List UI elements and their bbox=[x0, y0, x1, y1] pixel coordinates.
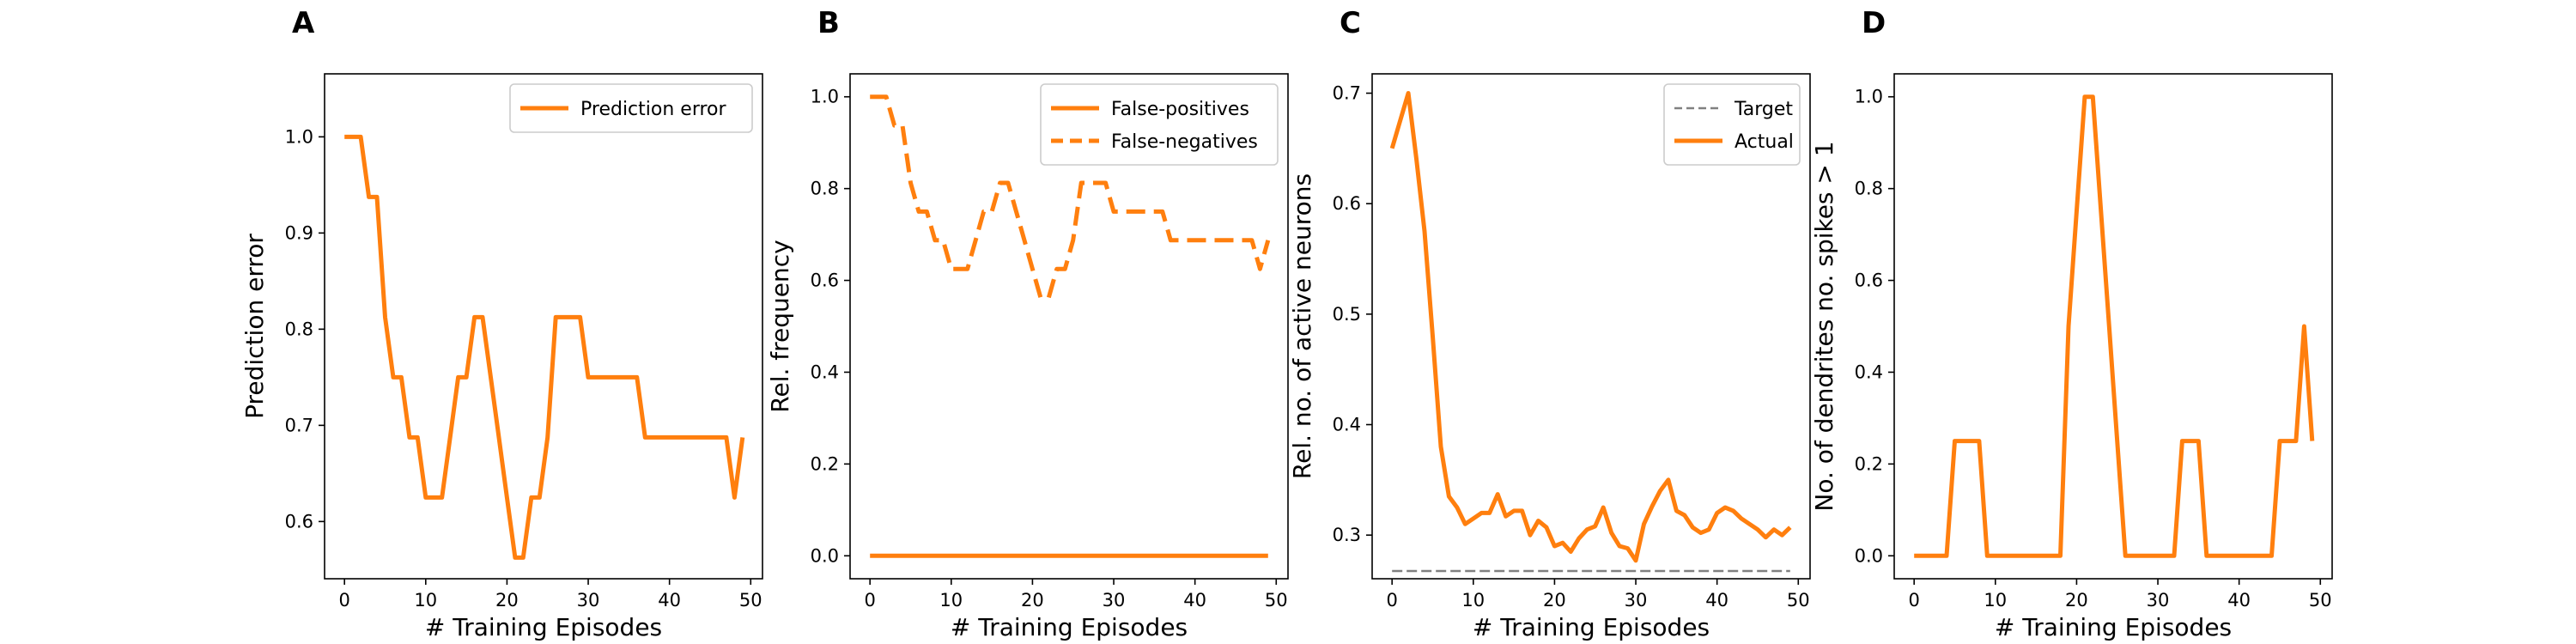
panel-b: B 0 10 20 30 40 50 0.0 0.2 0.4 0.6 0.8 1.0 # Training… bbox=[766, 6, 1289, 641]
x-tick-label: 10 bbox=[414, 590, 437, 611]
legend-box bbox=[1040, 83, 1279, 166]
x-tick-label: 30 bbox=[577, 590, 600, 611]
panel-letter: C bbox=[1340, 6, 1361, 40]
y-tick-label: 1.0 bbox=[811, 87, 839, 107]
x-tick-label: 40 bbox=[1705, 590, 1728, 611]
y-tick-label: 0.2 bbox=[811, 453, 839, 474]
y-tick-label: 0.8 bbox=[285, 319, 313, 339]
x-tick-label: 20 bbox=[1543, 590, 1566, 611]
plot-area bbox=[870, 94, 1271, 558]
panel-letter: B bbox=[817, 6, 840, 40]
panel-letter: A bbox=[292, 6, 315, 40]
y-tick-label: 1.0 bbox=[1855, 87, 1883, 107]
panel-letter: D bbox=[1862, 6, 1886, 40]
x-axis-label: # Training Episodes bbox=[951, 613, 1188, 641]
y-axis-label: Prediction error bbox=[240, 234, 269, 419]
x-tick-label: 30 bbox=[1625, 590, 1648, 611]
y-tick-label: 0.7 bbox=[1333, 83, 1361, 104]
y-tick-label: 0.7 bbox=[285, 415, 313, 435]
x-tick-label: 10 bbox=[1984, 590, 2007, 611]
x-tick-label: 50 bbox=[1787, 590, 1810, 611]
x-axis-label: # Training Episodes bbox=[425, 613, 662, 641]
legend-label: False-negatives bbox=[1111, 131, 1258, 153]
x-tick-label: 0 bbox=[1908, 590, 1919, 611]
legend-label: Target bbox=[1734, 99, 1793, 120]
x-tick-label: 40 bbox=[2227, 590, 2251, 611]
y-tick-label: 0.6 bbox=[285, 511, 313, 532]
x-axis-label: # Training Episodes bbox=[1995, 613, 2232, 641]
y-axis-label: Rel. frequency bbox=[766, 240, 794, 412]
y-tick-label: 0.6 bbox=[1855, 270, 1883, 291]
x-tick-label: 50 bbox=[2309, 590, 2332, 611]
x-tick-label: 0 bbox=[1386, 590, 1397, 611]
x-tick-label: 0 bbox=[864, 590, 875, 611]
legend-label: Actual bbox=[1735, 131, 1794, 153]
y-tick-label: 0.0 bbox=[811, 545, 839, 566]
axes-frame bbox=[324, 73, 763, 580]
x-tick-label: 30 bbox=[2147, 590, 2170, 611]
plot-area bbox=[1914, 94, 2315, 558]
legend-label: False-positives bbox=[1111, 99, 1249, 120]
x-tick-label: 20 bbox=[1021, 590, 1044, 611]
x-tick-label: 50 bbox=[1265, 590, 1288, 611]
y-tick-label: 0.6 bbox=[811, 270, 839, 291]
series-line-false-negatives bbox=[870, 94, 1271, 301]
series-line-prediction-error bbox=[344, 134, 745, 560]
panel-a: A 0 10 20 30 40 50 0.6 0.7 0.8 0.9 1.0 # Training Ep… bbox=[240, 6, 763, 641]
y-tick-label: 0.5 bbox=[1333, 304, 1361, 325]
x-tick-label: 40 bbox=[658, 590, 681, 611]
plot-area bbox=[1389, 91, 1792, 573]
legend-box bbox=[1663, 83, 1801, 166]
axes-frame bbox=[849, 73, 1289, 580]
y-tick-label: 0.4 bbox=[1855, 361, 1883, 382]
legend: Prediction error bbox=[509, 83, 753, 133]
x-tick-label: 10 bbox=[1461, 590, 1485, 611]
y-tick-label: 0.8 bbox=[1855, 179, 1883, 199]
x-tick-label: 20 bbox=[495, 590, 519, 611]
x-tick-label: 30 bbox=[1103, 590, 1126, 611]
y-tick-label: 0.6 bbox=[1333, 193, 1361, 214]
y-tick-label: 0.9 bbox=[285, 222, 313, 243]
axes-frame bbox=[1893, 73, 2333, 580]
x-axis-label: # Training Episodes bbox=[1473, 613, 1710, 641]
legend-label: Prediction error bbox=[580, 99, 726, 120]
y-axis-label: No. of dendrites no. spikes > 1 bbox=[1810, 141, 1838, 511]
y-tick-label: 0.8 bbox=[811, 179, 839, 199]
y-tick-label: 0.3 bbox=[1333, 525, 1361, 545]
axes-frame bbox=[1371, 73, 1811, 580]
x-tick-label: 20 bbox=[2065, 590, 2088, 611]
y-tick-label: 1.0 bbox=[285, 126, 313, 147]
x-tick-label: 10 bbox=[939, 590, 963, 611]
x-tick-label: 0 bbox=[338, 590, 349, 611]
legend-box bbox=[509, 83, 753, 133]
x-tick-label: 50 bbox=[739, 590, 762, 611]
y-tick-label: 0.0 bbox=[1855, 545, 1883, 566]
plot-area bbox=[344, 134, 745, 560]
legend: Target Actual bbox=[1663, 83, 1801, 166]
panel-c: C 0 10 20 30 40 50 0.3 0.4 0.5 0.6 0.7 # Training Ep… bbox=[1288, 6, 1811, 641]
y-tick-label: 0.4 bbox=[811, 361, 839, 382]
y-axis-label: Rel. no. of active neurons bbox=[1288, 173, 1316, 479]
series-line-series bbox=[1914, 94, 2315, 558]
y-tick-label: 0.2 bbox=[1855, 453, 1883, 474]
legend: False-positives False-negatives bbox=[1040, 83, 1279, 166]
panel-d: D 0 10 20 30 40 50 0.0 0.2 0.4 0.6 0.8 1.0 # Training… bbox=[1810, 6, 2333, 641]
series-line-actual bbox=[1389, 91, 1792, 563]
x-tick-label: 40 bbox=[1183, 590, 1206, 611]
y-tick-label: 0.4 bbox=[1333, 415, 1361, 435]
